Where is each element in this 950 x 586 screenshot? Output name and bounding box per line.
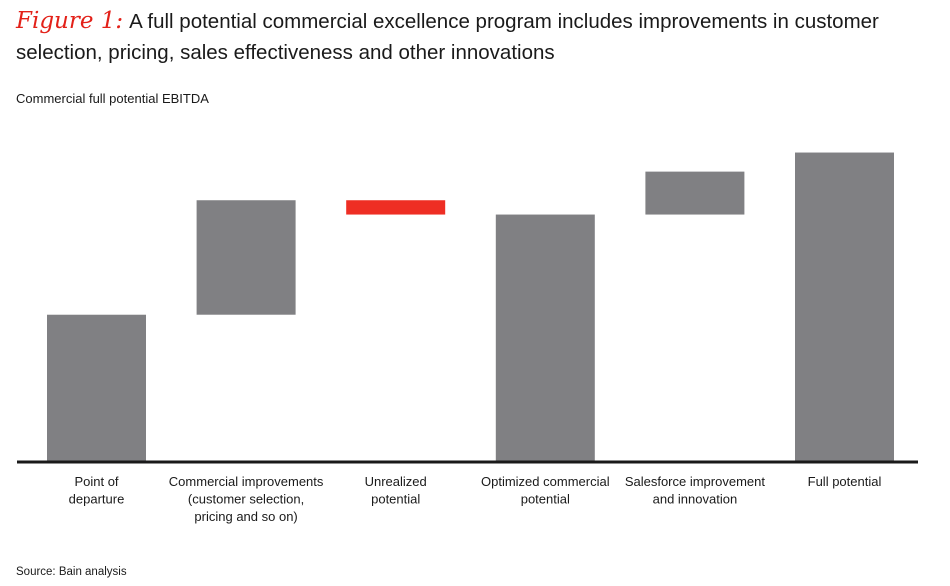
category-label-0: Point of departure bbox=[69, 474, 125, 507]
bar-3 bbox=[495, 214, 595, 461]
bar-5 bbox=[795, 152, 894, 462]
chart-subtitle: Commercial full potential EBITDA bbox=[16, 91, 209, 106]
category-label-4: Salesforce improvement and innovation bbox=[625, 474, 766, 507]
category-label-2: Unrealized potential bbox=[365, 474, 427, 507]
category-label-5: Full potential bbox=[808, 474, 882, 489]
bar-1 bbox=[196, 200, 296, 315]
bar-2 bbox=[346, 200, 446, 215]
figure-label: Figure 1: bbox=[16, 8, 124, 34]
waterfall-chart: Point of departure Commercial improvements… bbox=[17, 152, 918, 524]
category-label-3: Optimized commercial potential bbox=[481, 474, 610, 507]
category-label-1: Commercial improvements (customer selecti… bbox=[169, 474, 324, 524]
source-note: Source: Bain analysis bbox=[16, 566, 127, 578]
bar-4 bbox=[645, 171, 745, 215]
figure-title-text: A full potential commercial excellence p… bbox=[16, 10, 879, 64]
bar-0 bbox=[47, 314, 146, 461]
figure-title: Figure 1: A full potential commercial exc… bbox=[16, 6, 944, 68]
